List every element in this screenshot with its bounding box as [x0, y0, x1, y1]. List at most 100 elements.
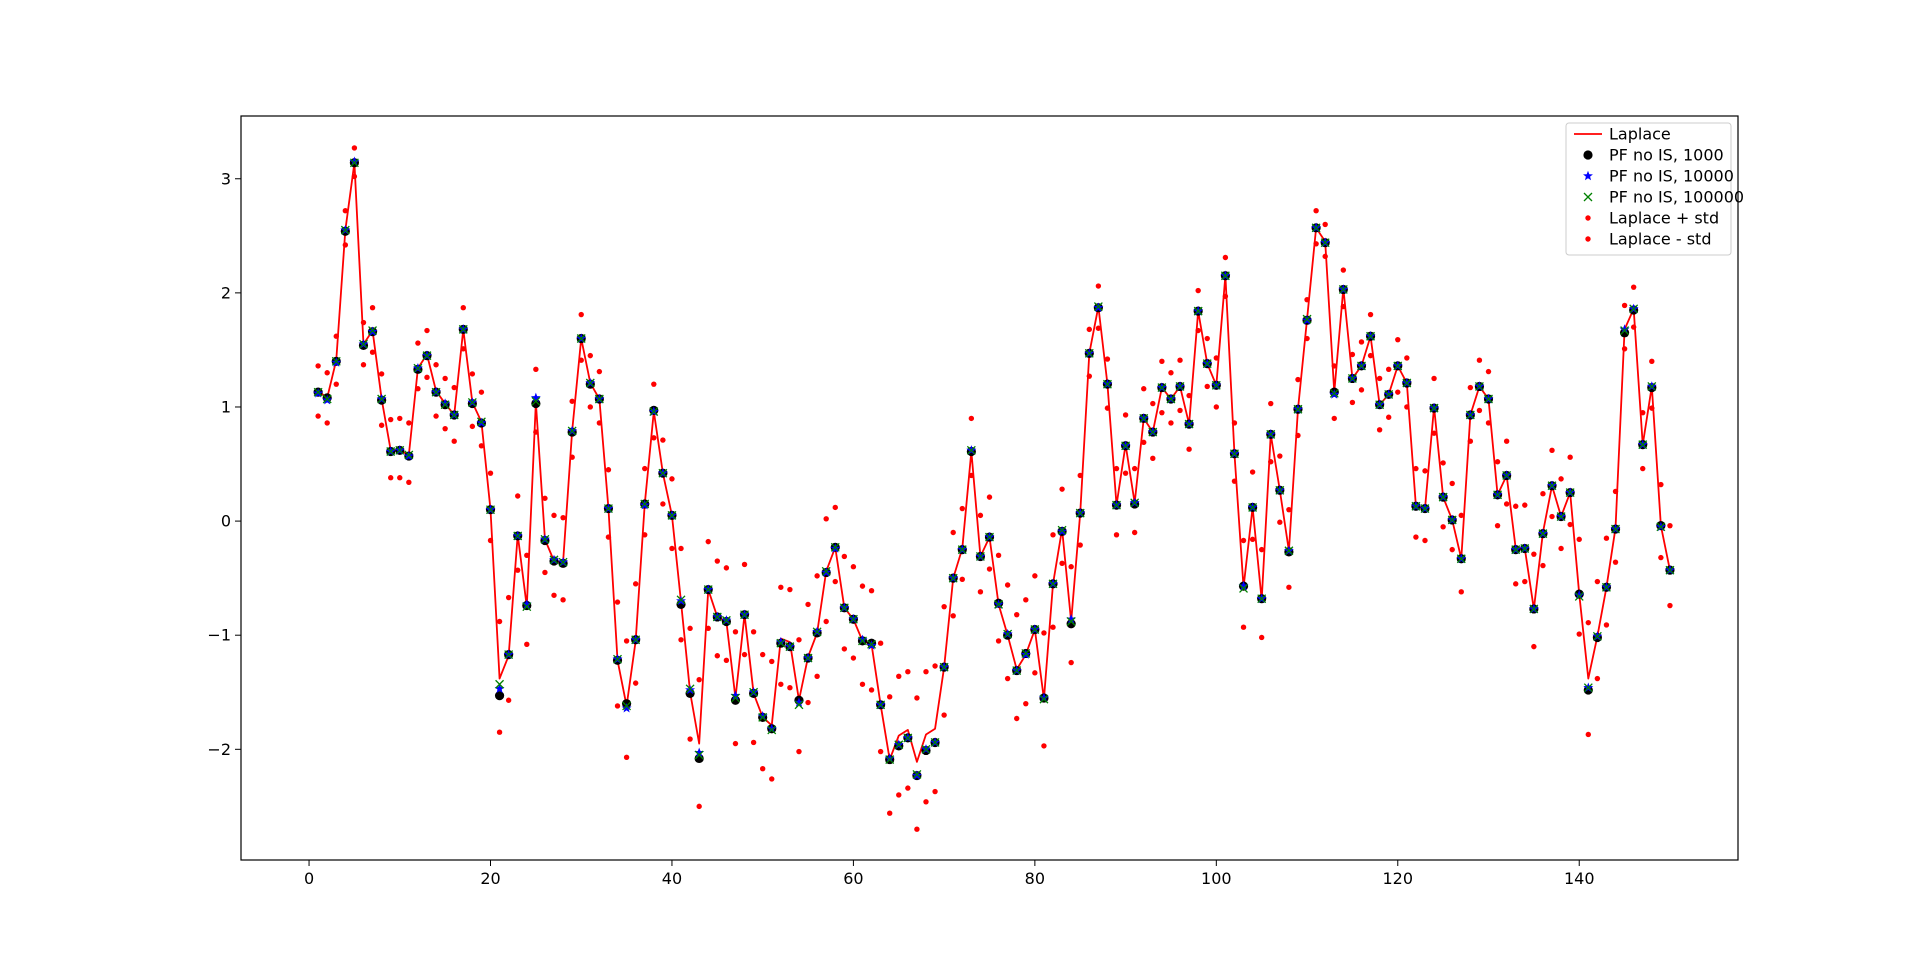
x-tick-label: 120 — [1382, 869, 1413, 888]
data-point-laplace-std — [1630, 324, 1637, 330]
data-point-laplace-std — [687, 625, 693, 632]
data-point-laplace-std — [787, 684, 793, 691]
data-point-laplace-std — [823, 516, 829, 522]
x-tick-label: 0 — [304, 869, 314, 888]
data-point-laplace-std — [1640, 465, 1646, 472]
data-point-laplace-std — [841, 646, 848, 652]
data-point-laplace-std — [415, 340, 421, 346]
data-point-laplace-std — [1131, 529, 1138, 536]
data-point-laplace-std — [1113, 532, 1120, 538]
data-point-laplace-std — [1485, 368, 1492, 375]
data-point-pf-no-is-100000 — [839, 603, 849, 613]
data-point-laplace-std — [533, 366, 539, 373]
data-point-pf-no-is-100000 — [1275, 485, 1285, 495]
data-point-laplace-std — [1395, 389, 1401, 395]
data-point-laplace-std — [805, 601, 811, 608]
data-point-laplace-std — [605, 534, 612, 540]
data-point-pf-no-is-100000 — [522, 602, 532, 612]
data-point-pf-no-is-100000 — [1601, 582, 1611, 592]
data-point-laplace-std — [632, 680, 639, 686]
data-point-laplace-std — [1023, 597, 1029, 603]
data-point-pf-no-is-100000 — [1012, 666, 1022, 676]
data-point-laplace-std — [524, 552, 530, 559]
data-point-pf-no-is-10000 — [521, 599, 532, 609]
data-point-pf-no-is-100000 — [458, 324, 468, 334]
data-point-laplace-std — [542, 495, 548, 501]
data-point-pf-no-is-1000 — [1619, 328, 1630, 338]
data-point-laplace-std — [342, 208, 349, 214]
data-point-laplace-std — [1649, 405, 1655, 411]
data-point-pf-no-is-100000 — [1293, 404, 1303, 414]
data-point-laplace-std — [1367, 352, 1374, 359]
data-point-laplace-std — [496, 618, 503, 625]
data-point-pf-no-is-100000 — [404, 450, 414, 460]
data-point-pf-no-is-100000 — [1039, 694, 1049, 704]
data-point-pf-no-is-100000 — [1121, 441, 1131, 451]
data-point-pf-no-is-100000 — [513, 531, 523, 541]
data-point-laplace-std — [369, 349, 376, 355]
data-point-pf-no-is-100000 — [395, 445, 405, 455]
data-point-laplace-std — [1004, 675, 1011, 682]
data-point-laplace-std — [1068, 564, 1074, 570]
data-point-laplace-std — [1667, 522, 1673, 529]
data-point-pf-no-is-100000 — [1139, 413, 1149, 423]
data-point-pf-no-is-100000 — [449, 410, 459, 420]
data-point-pf-no-is-100000 — [1347, 373, 1357, 383]
data-point-pf-no-is-1000 — [494, 691, 505, 701]
data-point-laplace-std — [832, 578, 838, 585]
data-point-laplace-std — [669, 545, 675, 552]
data-point-laplace-std — [814, 573, 820, 579]
data-point-laplace-std — [1458, 512, 1464, 519]
data-point-pf-no-is-100000 — [894, 740, 904, 750]
data-point-laplace-std — [360, 362, 367, 368]
data-point-pf-no-is-10000 — [775, 636, 786, 647]
data-point-laplace-std — [1431, 430, 1437, 436]
data-point-pf-no-is-100000 — [386, 447, 396, 456]
data-point-laplace-std — [968, 415, 975, 422]
data-point-laplace-std — [1104, 405, 1111, 411]
data-point-laplace-std — [1095, 283, 1102, 289]
legend-item-pf-no-is-100000: PF no IS, 100000 — [1583, 188, 1744, 207]
legend-label: Laplace + std — [1609, 209, 1719, 228]
data-point-laplace-std — [1014, 715, 1020, 722]
data-point-laplace-std — [914, 695, 920, 701]
data-point-laplace-std — [388, 416, 394, 423]
data-point-laplace-std — [1422, 468, 1428, 474]
data-point-laplace-std — [1540, 562, 1546, 569]
data-point-pf-no-is-10000 — [440, 398, 451, 408]
data-point-pf-no-is-100000 — [1574, 591, 1584, 601]
data-point-laplace-std — [1168, 420, 1174, 426]
data-point-laplace-std — [732, 740, 739, 747]
data-point-laplace-std — [1077, 472, 1083, 479]
data-point-pf-no-is-100000 — [1112, 500, 1121, 510]
data-point-laplace-std — [542, 569, 548, 576]
data-point-pf-no-is-100000 — [703, 585, 713, 595]
data-point-laplace-std — [1113, 465, 1120, 472]
data-point-laplace-std — [1186, 392, 1192, 399]
data-point-laplace-std — [1086, 326, 1093, 333]
data-point-pf-no-is-100000 — [957, 545, 967, 555]
data-point-laplace-std — [623, 638, 630, 644]
data-point-laplace-std — [1277, 519, 1283, 525]
data-point-pf-no-is-1000 — [531, 398, 541, 409]
data-point-laplace-std — [741, 561, 748, 568]
data-point-laplace-std — [505, 697, 512, 703]
data-point-pf-no-is-100000 — [803, 653, 813, 663]
data-point-laplace-std — [759, 651, 766, 658]
data-point-pf-no-is-100000 — [576, 334, 586, 343]
data-point-pf-no-is-10000 — [1066, 614, 1077, 624]
data-point-laplace-std — [1258, 634, 1265, 641]
data-point-pf-no-is-100000 — [331, 356, 341, 366]
data-point-pf-no-is-100000 — [1420, 504, 1430, 513]
data-point-pf-no-is-100000 — [340, 225, 350, 235]
data-point-laplace-std — [560, 514, 566, 521]
series-laplace-std — [315, 173, 1673, 832]
data-point-laplace-std — [905, 669, 911, 675]
data-point-laplace-std — [1340, 267, 1347, 273]
data-point-pf-no-is-100000 — [1157, 383, 1167, 393]
data-point-pf-no-is-100000 — [1030, 625, 1040, 634]
data-point-pf-no-is-10000 — [766, 723, 777, 733]
data-point-laplace-std — [1413, 465, 1419, 472]
data-point-laplace-std — [596, 420, 603, 426]
legend-item-pf-no-is-1000: PF no IS, 1000 — [1583, 146, 1724, 165]
